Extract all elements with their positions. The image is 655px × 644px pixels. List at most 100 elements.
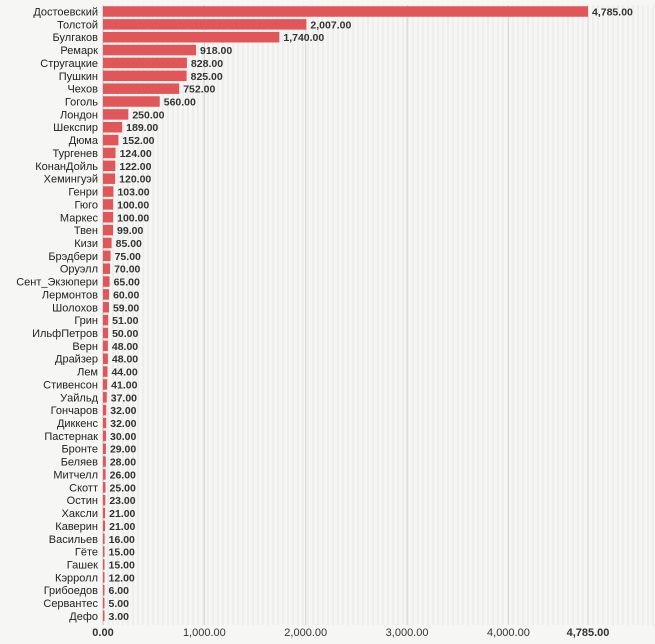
bar [103, 366, 108, 377]
bar [103, 404, 107, 416]
category-label: Грин [74, 315, 98, 327]
category-label: КонанДойль [35, 161, 98, 173]
bar [103, 456, 106, 467]
category-label: Булгаков [53, 32, 99, 44]
bar [103, 469, 106, 480]
value-label: 30.00 [110, 431, 136, 443]
category-label: Сервантес [43, 598, 98, 610]
category-label: Дюма [69, 135, 99, 147]
value-label: 44.00 [111, 367, 137, 379]
bar [103, 276, 110, 287]
category-label: Ремарк [60, 45, 98, 57]
value-label: 65.00 [114, 277, 140, 289]
category-label: Шолохов [52, 302, 98, 314]
category-label: Оруэлл [60, 264, 98, 276]
bar [103, 173, 116, 184]
value-label: 21.00 [109, 521, 135, 533]
value-label: 250.00 [132, 109, 164, 121]
category-label: Васильев [49, 534, 98, 546]
bar [103, 610, 105, 622]
category-label: Хаксли [62, 508, 98, 520]
bar [103, 533, 105, 545]
bar [103, 44, 197, 56]
category-label: Брэдбери [48, 251, 98, 263]
bar [103, 379, 108, 390]
value-label: 16.00 [109, 534, 135, 546]
category-label: Сент_Экзюпери [16, 277, 98, 289]
bar [103, 302, 109, 313]
category-label: Драйзер [55, 354, 98, 366]
bar [103, 121, 123, 133]
value-label: 85.00 [116, 238, 142, 250]
bar [103, 327, 109, 339]
bar [103, 340, 108, 352]
value-label: 100.00 [117, 199, 149, 211]
bar [103, 199, 114, 210]
value-label: 825.00 [191, 71, 223, 83]
category-label: Хемингуэй [44, 174, 98, 186]
category-label: Бронте [61, 444, 98, 456]
value-label: 29.00 [110, 444, 136, 456]
value-label: 37.00 [111, 392, 137, 404]
category-label: Остин [67, 495, 98, 507]
category-label: Шекспир [53, 122, 98, 134]
category-label: Достоевский [33, 7, 98, 19]
category-label: Кизи [74, 238, 98, 250]
category-label: Лондон [60, 109, 98, 121]
category-label: Чехов [67, 84, 98, 96]
bar [103, 109, 129, 120]
category-label: Уайльд [60, 392, 98, 404]
category-label: Толстой [57, 19, 98, 31]
value-label: 189.00 [126, 122, 158, 134]
value-label: 60.00 [113, 289, 139, 301]
bar [103, 443, 106, 454]
value-label: 124.00 [120, 148, 152, 160]
bar [103, 96, 160, 107]
bar [103, 134, 119, 146]
value-label: 918.00 [200, 45, 232, 57]
value-label: 100.00 [117, 212, 149, 224]
value-label: 41.00 [111, 379, 137, 391]
value-label: 48.00 [112, 354, 138, 366]
value-label: 70.00 [114, 264, 140, 276]
category-label: Грибоедов [44, 585, 98, 597]
x-tick-label: 0.00 [92, 627, 113, 639]
bar [103, 314, 109, 326]
value-label: 48.00 [112, 341, 138, 353]
category-label: Кэрролл [55, 572, 98, 584]
category-label: Генри [68, 187, 98, 199]
category-label: Скотт [69, 482, 98, 494]
x-tick-label: 4,000.00 [487, 627, 530, 639]
bar [103, 482, 106, 493]
bar [103, 430, 107, 442]
value-label: 59.00 [113, 302, 139, 314]
category-label: Лем [77, 367, 98, 379]
category-label: Стивенсон [43, 379, 98, 391]
value-label: 21.00 [109, 508, 135, 520]
value-label: 828.00 [191, 58, 223, 70]
bar [103, 250, 111, 262]
category-label: Гашек [67, 559, 98, 571]
category-label: Каверин [55, 521, 98, 533]
category-label: Диккенс [57, 418, 99, 430]
bar [103, 160, 116, 172]
x-tick-label: 2,000.00 [284, 627, 327, 639]
bar [103, 186, 114, 197]
value-label: 4,785.00 [592, 7, 633, 19]
category-label: Беляев [61, 457, 98, 469]
bar [103, 572, 105, 583]
bar [103, 494, 106, 506]
category-label: Тургенев [52, 148, 98, 160]
value-label: 12.00 [109, 572, 135, 584]
bar [103, 57, 187, 69]
category-label: Гёте [75, 547, 98, 559]
category-label: Твен [74, 225, 98, 237]
x-tick-label: 4,785.00 [567, 627, 610, 639]
value-label: 15.00 [109, 559, 135, 571]
bar [103, 263, 111, 274]
bar [103, 597, 105, 609]
bar [103, 70, 187, 82]
bar [103, 559, 105, 570]
